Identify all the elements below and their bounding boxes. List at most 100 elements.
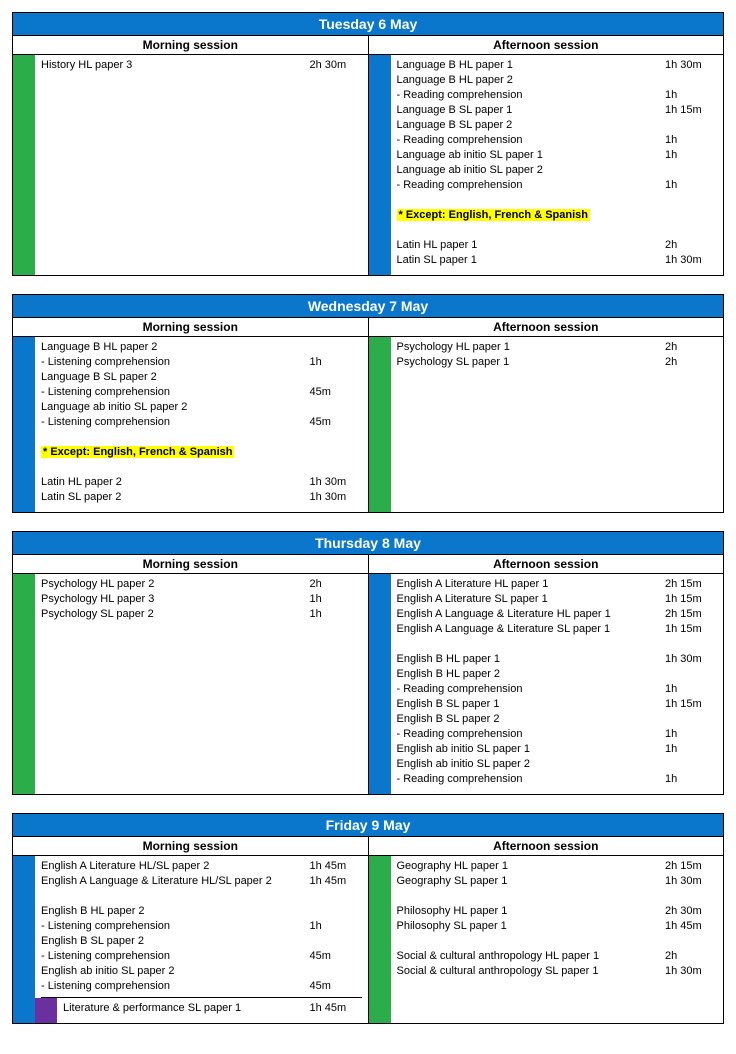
exam-duration: 2h 30m: [310, 59, 362, 71]
exam-duration: 1h 45m: [310, 875, 362, 887]
exam-label: English B HL paper 1: [397, 653, 666, 665]
exam-duration: 2h: [665, 950, 717, 962]
session-left: History HL paper 3 2h 30m: [13, 55, 369, 275]
exam-label: * Except: English, French & Spanish: [41, 446, 310, 458]
session-headers: Morning session Afternoon session: [13, 317, 723, 337]
exam-label: Latin HL paper 2: [41, 476, 310, 488]
session-right: English A Literature HL paper 1 2h 15m E…: [369, 574, 724, 794]
exam-duration: 1h 30m: [310, 476, 362, 488]
day-block: Thursday 8 May Morning session Afternoon…: [12, 531, 724, 795]
exam-line: English B HL paper 2: [397, 668, 718, 683]
exam-label: English A Language & Literature HL paper…: [397, 608, 666, 620]
exam-label: [41, 890, 310, 902]
exam-label: Geography HL paper 1: [397, 860, 666, 872]
exam-duration: 1h: [665, 683, 717, 695]
exam-label: English ab initio SL paper 2: [41, 965, 310, 977]
exam-duration: 1h: [665, 773, 717, 785]
exam-line: Literature & performance SL paper 1 1h 4…: [63, 1002, 362, 1017]
exam-line: Psychology HL paper 1 2h: [397, 341, 718, 356]
session-body: History HL paper 3 2h 30m: [35, 55, 368, 275]
exam-line: Language ab initio SL paper 2: [41, 401, 362, 416]
session-body: Psychology HL paper 1 2h Psychology SL p…: [391, 337, 724, 512]
exam-duration: 45m: [310, 416, 362, 428]
exam-line: Social & cultural anthropology SL paper …: [397, 965, 718, 980]
exam-label: [397, 935, 666, 947]
morning-header: Morning session: [13, 836, 369, 856]
exam-label: English ab initio SL paper 2: [397, 758, 666, 770]
exam-line: Psychology HL paper 3 1h: [41, 593, 362, 608]
exam-line: History HL paper 3 2h 30m: [41, 59, 362, 74]
exam-duration: 1h 30m: [665, 875, 717, 887]
color-bar: [13, 574, 35, 794]
exam-label: Language B SL paper 1: [397, 104, 666, 116]
exam-line: Language B SL paper 1 1h 15m: [397, 104, 718, 119]
exam-line: - Listening comprehension 1h: [41, 920, 362, 935]
exam-line: [41, 431, 362, 446]
morning-header: Morning session: [13, 35, 369, 55]
exam-label: Social & cultural anthropology HL paper …: [397, 950, 666, 962]
exam-label: Philosophy SL paper 1: [397, 920, 666, 932]
exam-label: Literature & performance SL paper 1: [63, 1002, 310, 1014]
exam-line: English A Language & Literature SL paper…: [397, 623, 718, 638]
exam-duration: 2h: [310, 578, 362, 590]
afternoon-header: Afternoon session: [369, 836, 724, 856]
exam-duration: 1h: [310, 593, 362, 605]
exam-duration: 1h 45m: [310, 860, 362, 872]
exam-label: Psychology SL paper 1: [397, 356, 666, 368]
exam-line: English A Literature SL paper 1 1h 15m: [397, 593, 718, 608]
exam-duration: 2h: [665, 341, 717, 353]
exam-line: [397, 890, 718, 905]
exam-line: - Reading comprehension 1h: [397, 773, 718, 788]
color-bar: [369, 574, 391, 794]
exam-duration: 1h 30m: [665, 653, 717, 665]
exam-label: Latin HL paper 1: [397, 239, 666, 251]
session-right: Language B HL paper 1 1h 30m Language B …: [369, 55, 724, 275]
exam-line: * Except: English, French & Spanish: [397, 209, 718, 224]
exam-label: English A Literature SL paper 1: [397, 593, 666, 605]
exam-duration: 1h 30m: [310, 491, 362, 503]
exam-line: - Listening comprehension 45m: [41, 416, 362, 431]
exam-label: History HL paper 3: [41, 59, 310, 71]
exam-label: - Listening comprehension: [41, 980, 310, 992]
exam-line: Language ab initio SL paper 1 1h: [397, 149, 718, 164]
exam-line: Psychology SL paper 1 2h: [397, 356, 718, 371]
exam-line: Latin SL paper 2 1h 30m: [41, 491, 362, 506]
exam-line: * Except: English, French & Spanish: [41, 446, 362, 461]
exam-label: - Reading comprehension: [397, 728, 666, 740]
exam-line: English A Literature HL/SL paper 2 1h 45…: [41, 860, 362, 875]
exam-label: English A Literature HL/SL paper 2: [41, 860, 310, 872]
exam-line: Psychology SL paper 2 1h: [41, 608, 362, 623]
session-body: English A Literature HL/SL paper 2 1h 45…: [35, 856, 368, 1023]
exam-line: English B HL paper 1 1h 30m: [397, 653, 718, 668]
exam-line: English A Language & Literature HL/SL pa…: [41, 875, 362, 890]
exam-line: Latin HL paper 1 2h: [397, 239, 718, 254]
exam-label: - Listening comprehension: [41, 356, 310, 368]
exam-duration: 2h: [665, 239, 717, 251]
exam-duration: 45m: [310, 386, 362, 398]
exam-line: - Reading comprehension 1h: [397, 728, 718, 743]
color-bar: [35, 998, 57, 1023]
exam-label: English B HL paper 2: [397, 668, 666, 680]
exam-label: Psychology HL paper 2: [41, 578, 310, 590]
exam-line: English A Language & Literature HL paper…: [397, 608, 718, 623]
exam-label: English A Literature HL paper 1: [397, 578, 666, 590]
exam-line: - Reading comprehension 1h: [397, 134, 718, 149]
exam-label: English B SL paper 2: [397, 713, 666, 725]
exam-label: Language B HL paper 1: [397, 59, 666, 71]
exam-duration: 1h 15m: [665, 623, 717, 635]
exam-label: Psychology SL paper 2: [41, 608, 310, 620]
day-title: Friday 9 May: [13, 814, 723, 836]
session-left: English A Literature HL/SL paper 2 1h 45…: [13, 856, 369, 1023]
morning-header: Morning session: [13, 317, 369, 337]
exam-line: Latin HL paper 2 1h 30m: [41, 476, 362, 491]
schedule-root: Tuesday 6 May Morning session Afternoon …: [12, 12, 724, 1024]
exam-label: [397, 194, 666, 206]
exam-duration: 1h 30m: [665, 254, 717, 266]
exam-label: English B SL paper 2: [41, 935, 310, 947]
session-right: Geography HL paper 1 2h 15m Geography SL…: [369, 856, 724, 1023]
exam-line: Philosophy HL paper 1 2h 30m: [397, 905, 718, 920]
exam-label: [397, 890, 666, 902]
exam-label: Psychology HL paper 3: [41, 593, 310, 605]
sessions-row: History HL paper 3 2h 30m Language B HL …: [13, 55, 723, 275]
exam-label: [41, 461, 310, 473]
